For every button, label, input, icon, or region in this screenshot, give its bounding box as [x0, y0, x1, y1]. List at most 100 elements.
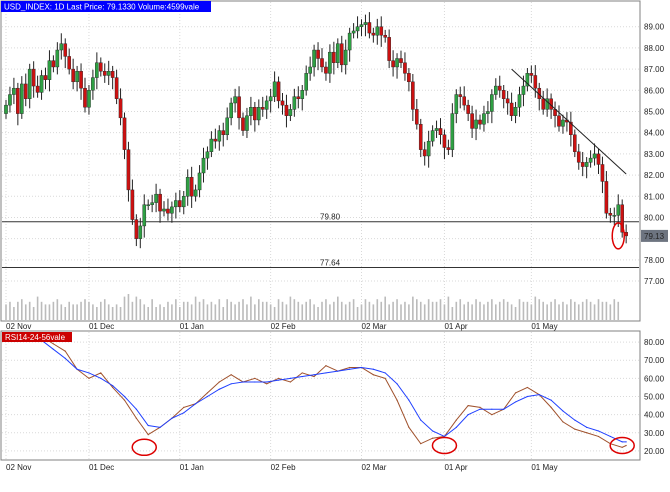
- volume-bar: [210, 301, 213, 320]
- rsi-slow-point: [550, 399, 552, 401]
- candle-body: [16, 87, 20, 114]
- trendline: [511, 68, 627, 175]
- volume-bar: [96, 307, 98, 320]
- rsi-slow-point: [242, 381, 244, 383]
- volume-bar: [5, 304, 7, 320]
- volume-bar: [24, 304, 27, 320]
- candle-body: [249, 107, 253, 116]
- volume-bar: [277, 299, 280, 320]
- candle-body: [142, 204, 147, 227]
- candle-body: [347, 32, 352, 51]
- candle-body: [576, 151, 581, 163]
- volume-bar: [522, 301, 525, 320]
- candle-body: [260, 107, 265, 110]
- rsi-fast-point: [266, 383, 268, 385]
- volume-bar: [309, 299, 311, 320]
- candle-body: [4, 104, 8, 114]
- rsi-fast-point: [64, 350, 66, 352]
- volume-bar: [103, 299, 106, 320]
- candle-body: [102, 71, 107, 76]
- volume-bar: [238, 301, 240, 320]
- volume-bar: [404, 301, 406, 320]
- rsi-fast-point: [301, 372, 303, 374]
- candle-body: [31, 68, 36, 87]
- rsi-panel: 20.00 30.00 40.00 50.00 60.00 70.00 80.00 02 N…: [0, 330, 665, 472]
- volume-bar: [281, 301, 284, 320]
- rsi-panel-frame: [0, 330, 641, 461]
- candle-body: [47, 60, 52, 80]
- candle-body: [332, 51, 336, 63]
- rsi-fast-point: [277, 377, 280, 379]
- candle-body: [316, 49, 320, 59]
- price-x-tick: 01 Jan: [180, 322, 204, 331]
- candle-body: [490, 94, 494, 112]
- candle-body: [75, 71, 79, 83]
- rsi-slow-point: [195, 403, 197, 405]
- volume-bar: [408, 304, 410, 320]
- volume-bar: [597, 299, 600, 320]
- candle-body: [529, 73, 534, 76]
- volume-bar: [135, 296, 138, 320]
- price-y-tick: 86.00: [644, 86, 665, 95]
- candle-body: [225, 117, 230, 136]
- candle-body: [71, 68, 75, 83]
- rsi-fast-point: [254, 377, 256, 379]
- rsi-slow-point: [420, 419, 422, 421]
- rsi-slow-point: [254, 381, 256, 383]
- candle-body: [296, 96, 301, 99]
- price-x-tick: 01 May: [531, 322, 557, 331]
- candle-body: [426, 140, 431, 157]
- candle-body: [257, 107, 261, 121]
- candle-body: [170, 206, 174, 214]
- candle-body: [422, 149, 427, 157]
- volume-bar: [451, 307, 454, 320]
- candle-body: [446, 147, 451, 150]
- volume-bar: [273, 307, 276, 320]
- volume-bar: [589, 301, 592, 320]
- candle-body: [12, 87, 16, 95]
- volume-bar: [518, 299, 521, 320]
- volume-bar: [84, 299, 86, 320]
- volume-bar: [265, 301, 268, 320]
- candle-body: [205, 151, 210, 159]
- candle-body: [387, 37, 391, 61]
- volume-bar: [131, 301, 134, 320]
- rsi-slow-point: [171, 417, 173, 419]
- candle-body: [573, 134, 577, 152]
- rsi-fast-point: [230, 374, 232, 376]
- rsi-fast-point: [384, 377, 386, 379]
- candle-body: [600, 164, 605, 182]
- volume-bar: [416, 299, 418, 320]
- volume-bar: [502, 299, 505, 320]
- price-y-tick: 88.00: [644, 44, 665, 53]
- candle-body: [114, 77, 119, 99]
- price-y-tick: 87.00: [644, 65, 665, 74]
- candle-body: [122, 117, 127, 150]
- rsi-slow-point: [609, 435, 611, 438]
- volume-bar: [167, 301, 169, 320]
- candle-body: [106, 71, 111, 76]
- rsi-fast-point: [88, 377, 90, 379]
- candle-body: [308, 66, 312, 74]
- volume-bar: [412, 296, 414, 320]
- volume-bar: [289, 296, 292, 320]
- rsi-slow-point: [597, 430, 600, 432]
- price-y-tick: 85.00: [644, 107, 665, 116]
- rsi-fast-point: [206, 392, 209, 394]
- rsi-slow-point: [277, 379, 280, 381]
- rsi-slow-point: [159, 426, 161, 428]
- level-label: 79.80: [320, 213, 341, 222]
- volume-bar: [258, 299, 260, 320]
- candle-body: [83, 87, 87, 108]
- rsi-fast-line: [5, 334, 627, 448]
- volume-bar: [384, 296, 386, 320]
- candle-body: [312, 49, 316, 68]
- volume-bar: [171, 304, 173, 320]
- candle-body: [241, 117, 245, 131]
- candle-body: [494, 85, 498, 95]
- candle-body: [229, 102, 233, 119]
- rsi-fast-point: [325, 365, 327, 367]
- volume-bar: [313, 304, 315, 320]
- rsi-slow-point: [88, 372, 90, 374]
- volume-bar: [605, 301, 608, 320]
